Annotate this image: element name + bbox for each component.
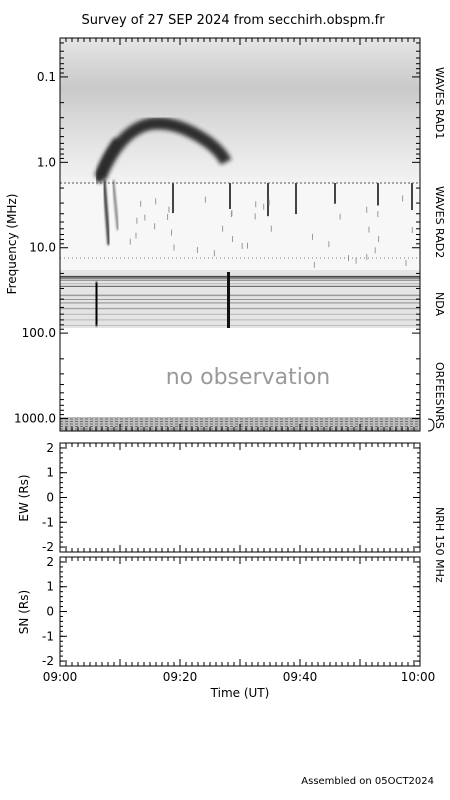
ew-ylabel: EW (Rs)	[17, 474, 31, 521]
sn-x-ticks	[59, 557, 421, 666]
ytick-label: 2	[46, 441, 54, 455]
spectrogram-panel: no observation 0.1 1.0 10.0 100.0 1000.0 Fre…	[5, 37, 421, 432]
ytick-label: -1	[42, 515, 54, 529]
rad2-band	[60, 183, 420, 270]
ytick-label: 1	[46, 466, 54, 480]
rad1-band	[60, 38, 420, 183]
sn-y-axis: 2 1 0 -1 -2	[42, 555, 420, 668]
spec-ytick-label: 0.1	[37, 70, 56, 84]
no-observation-label: no observation	[166, 365, 331, 390]
ytick-label: 1	[46, 580, 54, 594]
nda-band	[60, 270, 420, 328]
ytick-label: 2	[46, 555, 54, 569]
sn-frame	[59, 556, 421, 667]
type-iii-burst	[92, 117, 232, 327]
assembled-footer: Assembled on 05OCT2024	[301, 776, 434, 787]
x-axis-label: Time (UT)	[210, 686, 270, 700]
spec-ytick-label: 1.0	[37, 155, 56, 169]
ytick-label: -2	[42, 654, 54, 668]
ytick-label: 0	[46, 491, 54, 505]
label-waves-rad1: WAVES RAD1	[433, 67, 446, 139]
ytick-label: 0	[46, 605, 54, 619]
spectrogram-x-ticks	[59, 38, 421, 431]
rad2-streaks	[129, 183, 413, 268]
x-tick-label-0900: 09:00	[43, 670, 78, 684]
spec-ytick-label: 1000.0	[14, 412, 56, 426]
ytick-label: -2	[42, 540, 54, 554]
nda-streaks	[60, 275, 420, 326]
sn-panel: 2 1 0 -1 -2 SN (Rs)	[17, 555, 421, 668]
spec-ytick-label: 100.0	[22, 326, 56, 340]
spectrogram-ylabel: Frequency (MHz)	[5, 194, 19, 295]
x-tick-label-1000: 10:00	[401, 670, 436, 684]
label-nrh: NRH 150 MHz	[433, 507, 446, 583]
chart-title: Survey of 27 SEP 2024 from secchirh.obsp…	[81, 13, 385, 28]
spectrogram-y-axis: 0.1 1.0 10.0 100.0 1000.0	[14, 42, 420, 426]
label-nda: NDA	[433, 292, 446, 317]
nrs-bracket	[427, 418, 435, 432]
label-nrs: NRS	[433, 406, 446, 429]
ew-panel: 2 1 0 -1 -2 EW (Rs)	[17, 441, 421, 554]
ew-frame	[59, 442, 421, 553]
label-orfees: ORFEES	[433, 362, 446, 406]
ew-x-ticks	[59, 443, 421, 552]
sn-ylabel: SN (Rs)	[17, 590, 31, 634]
ytick-label: -1	[42, 629, 54, 643]
x-tick-label-0940: 09:40	[283, 670, 318, 684]
ew-y-axis: 2 1 0 -1 -2	[42, 441, 420, 554]
x-tick-label-0920: 09:20	[163, 670, 198, 684]
label-waves-rad2: WAVES RAD2	[433, 186, 446, 258]
spec-ytick-label: 10.0	[29, 241, 56, 255]
nda-artifact	[227, 272, 230, 328]
